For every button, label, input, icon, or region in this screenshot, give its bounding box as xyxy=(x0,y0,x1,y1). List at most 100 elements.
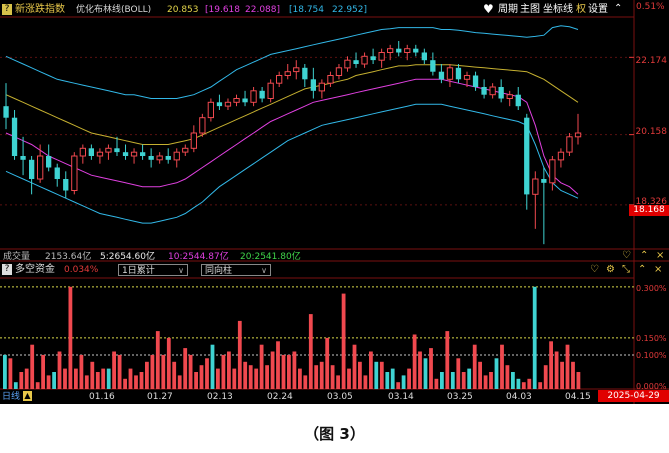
period-label: 日线 xyxy=(2,392,21,402)
sub-panel-title: 多空资金 xyxy=(15,264,55,275)
fund-flow-bar xyxy=(57,351,62,389)
candle-body xyxy=(353,60,359,64)
candle-body xyxy=(105,147,112,153)
volume-ma20: 20:2541.80亿 xyxy=(240,252,301,262)
fund-flow-bar xyxy=(418,351,422,389)
mode-dropdown-value: 同向柱 xyxy=(205,266,233,276)
date-tick-5: 03.05 xyxy=(327,392,353,402)
candle-body xyxy=(54,167,60,179)
fund-flow-bar xyxy=(205,358,209,389)
fund-flow-bar xyxy=(68,286,73,389)
collapse-icon-2[interactable]: ⌃ xyxy=(640,250,649,261)
candle-body xyxy=(438,71,445,80)
fund-flow-bar xyxy=(84,375,89,389)
candle-body xyxy=(156,155,163,161)
candle-body xyxy=(413,48,419,53)
sub-tick-2: 0.150% xyxy=(636,334,667,343)
candle-body xyxy=(63,179,69,191)
indicator-name[interactable]: 优化布林线(BOLL) xyxy=(76,5,152,15)
fund-flow-bar xyxy=(385,372,390,389)
fund-flow-bar xyxy=(369,351,373,389)
fund-flow-bar xyxy=(194,372,198,389)
fund-flow-bar xyxy=(319,361,324,390)
candle-body xyxy=(233,98,240,103)
volume-ma5: 5:2654.60亿 xyxy=(100,252,155,262)
candle-body xyxy=(190,132,197,149)
candle-body xyxy=(566,136,573,153)
close-icon-2[interactable]: × xyxy=(656,250,665,261)
fund-flow-bar xyxy=(90,361,95,390)
fund-flow-bar xyxy=(227,351,231,389)
mode-dropdown[interactable]: 同向柱 ∨ xyxy=(201,264,271,276)
settings-menu[interactable]: 设置 xyxy=(588,4,608,15)
fund-flow-bar xyxy=(450,372,455,389)
fund-flow-bar xyxy=(396,382,401,389)
fund-flow-bar xyxy=(472,344,477,389)
fund-flow-bar xyxy=(521,382,526,389)
boll-mid-line xyxy=(5,64,579,145)
fund-flow-bar xyxy=(330,365,335,389)
candle-body xyxy=(130,151,138,157)
fund-flow-bar xyxy=(243,361,248,390)
candle-body xyxy=(549,159,556,184)
chart-canvas[interactable] xyxy=(0,0,669,404)
date-tick-6: 03.14 xyxy=(388,392,414,402)
fund-flow-bar xyxy=(308,314,313,389)
collapse-icon[interactable]: ⌃ xyxy=(614,3,623,14)
fund-flow-bar xyxy=(516,378,521,389)
candle-body xyxy=(122,152,129,156)
heart-icon-3[interactable]: ♡ xyxy=(590,264,599,275)
price-tick-1: 22.174 xyxy=(635,56,668,66)
candle-body xyxy=(515,94,521,107)
fund-flow-bar xyxy=(347,368,351,389)
fund-flow-bar xyxy=(325,337,330,389)
fund-flow-bar xyxy=(8,358,13,389)
candle-body xyxy=(302,67,308,80)
boll-upper-value: [19.618 xyxy=(205,5,241,15)
fund-flow-bar xyxy=(254,368,259,389)
sub-help-badge[interactable]: ? xyxy=(2,264,12,275)
top-percent: 0.51% xyxy=(636,2,665,12)
fund-flow-bar xyxy=(538,382,543,389)
candle-body xyxy=(140,152,146,156)
fund-flow-bar xyxy=(527,378,532,389)
fund-flow-bar xyxy=(101,368,106,389)
fund-flow-bar xyxy=(571,361,575,390)
rights-menu[interactable]: 权 xyxy=(576,4,586,15)
help-badge[interactable]: ? xyxy=(2,4,12,15)
settings-icon-3[interactable]: ⚙ xyxy=(606,264,615,275)
heart-icon-2[interactable]: ♡ xyxy=(622,250,631,261)
candle-body xyxy=(46,156,52,168)
fund-flow-bar xyxy=(150,354,155,389)
main-chart-menu[interactable]: 主图 xyxy=(520,4,540,15)
fund-flow-bar xyxy=(281,354,286,389)
fund-flow-bar xyxy=(314,365,319,389)
candle-body xyxy=(532,178,539,195)
fund-flow-bar xyxy=(232,368,237,389)
fund-flow-bar xyxy=(3,354,7,389)
fund-flow-bar xyxy=(52,372,56,389)
fund-flow-bar xyxy=(303,375,308,389)
fund-flow-bar xyxy=(423,358,428,389)
fund-flow-bar xyxy=(123,378,127,389)
fund-flow-bar xyxy=(363,375,368,389)
fund-flow-bar xyxy=(560,361,564,390)
candle-body xyxy=(267,82,274,99)
period-menu[interactable]: 周期 xyxy=(498,4,518,15)
sub-tick-4: 0.000% xyxy=(636,382,667,391)
candle-body xyxy=(481,87,487,95)
volume-ma10: 10:2544.87亿 xyxy=(168,252,229,262)
coord-line-menu[interactable]: 坐标线 xyxy=(543,4,573,15)
shrink-icon-3[interactable]: ⤡ xyxy=(622,264,630,275)
fund-flow-bar xyxy=(166,337,171,389)
fund-flow-bar xyxy=(112,351,116,389)
collapse-icon-3[interactable]: ⌃ xyxy=(638,264,647,275)
fund-flow-bar xyxy=(237,320,242,389)
candle-body xyxy=(446,67,454,80)
candle-body xyxy=(224,101,232,107)
period-dropdown[interactable]: 1日累计 ∨ xyxy=(118,264,188,276)
heart-icon[interactable]: ♥ xyxy=(483,2,494,16)
close-icon-3[interactable]: × xyxy=(654,264,663,275)
candle-body xyxy=(344,59,351,69)
fund-flow-bar xyxy=(461,372,466,389)
